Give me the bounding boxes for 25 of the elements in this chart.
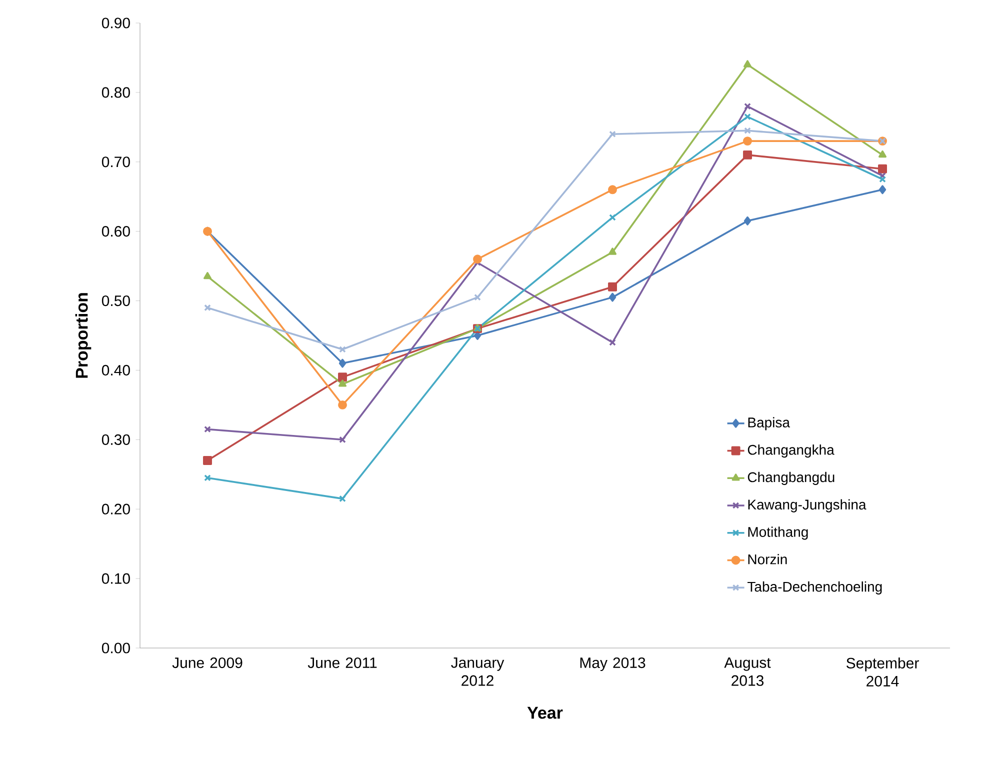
x-tick-label: August 2013 (724, 657, 771, 686)
y-tick-label: 0.10 (102, 573, 130, 584)
y-tick-label: 0.00 (102, 642, 130, 654)
y-tick-label: 0.20 (102, 504, 130, 514)
x-axis-title: Year (527, 706, 563, 719)
legend-label: Kawang-Jungshina (748, 499, 866, 512)
y-tick-label: 0.60 (102, 226, 130, 237)
y-tick-label: 0.70 (102, 156, 130, 168)
legend-label: Motithang (748, 526, 808, 540)
x-tick-label: May 2013 (580, 657, 646, 672)
x-tick-label: September 2014 (846, 657, 919, 686)
x-tick-label: June 2009 (172, 657, 242, 668)
y-tick-label: 0.90 (102, 18, 130, 28)
legend-label: Changangkha (748, 444, 834, 458)
y-tick-label: 0.40 (102, 364, 130, 376)
y-tick-label: 0.30 (102, 434, 130, 445)
legend-label: Norzin (748, 554, 787, 564)
y-tick-label: 0.50 (102, 295, 130, 306)
legend-label: Taba-Dechenchoeling (748, 581, 882, 594)
legend-label: Changbangdu (748, 472, 834, 485)
x-tick-label: January 2012 (451, 657, 504, 686)
y-axis-title: Proportion (75, 293, 92, 378)
y-tick-label: 0.80 (102, 87, 130, 98)
legend-label: Bapisa (748, 417, 790, 430)
x-tick-label: June 2011 (308, 657, 377, 668)
